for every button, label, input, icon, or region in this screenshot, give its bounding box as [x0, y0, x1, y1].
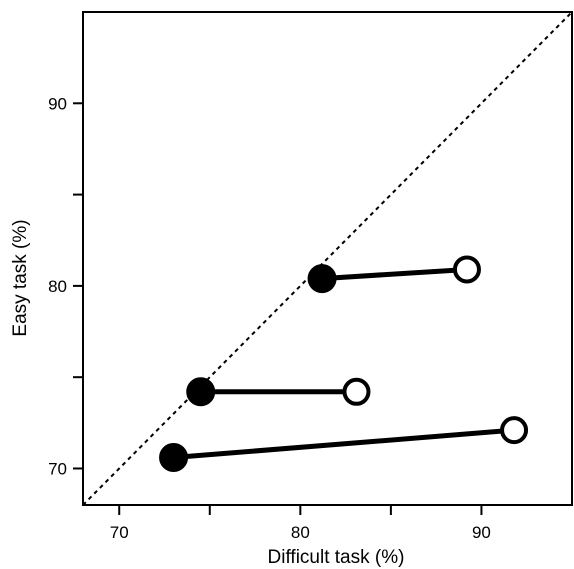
y-tick-label: 90 [48, 94, 67, 113]
axes: 70 80 90 70 80 90 [48, 11, 573, 542]
data-pair [159, 416, 529, 473]
open-point [500, 416, 529, 445]
x-axis-title: Difficult task (%) [268, 547, 405, 568]
y-axis-title: Easy task (%) [10, 219, 31, 336]
x-tick-label: 70 [110, 523, 129, 542]
data-pair [307, 255, 481, 294]
x-tick-label: 80 [291, 523, 310, 542]
pair-connector [321, 266, 468, 282]
y-tick-label: 80 [48, 277, 67, 296]
y-tick-label: 70 [48, 459, 67, 478]
data-pair [186, 377, 371, 407]
open-point [452, 255, 481, 284]
plot-area [82, 11, 573, 506]
plot-frame [82, 11, 573, 506]
identity-diagonal [82, 11, 573, 506]
open-point [342, 377, 371, 406]
filled-point [186, 377, 216, 407]
pair-connector [173, 427, 515, 461]
x-tick-label: 90 [472, 523, 491, 542]
filled-point [159, 443, 189, 473]
filled-point [307, 264, 337, 294]
